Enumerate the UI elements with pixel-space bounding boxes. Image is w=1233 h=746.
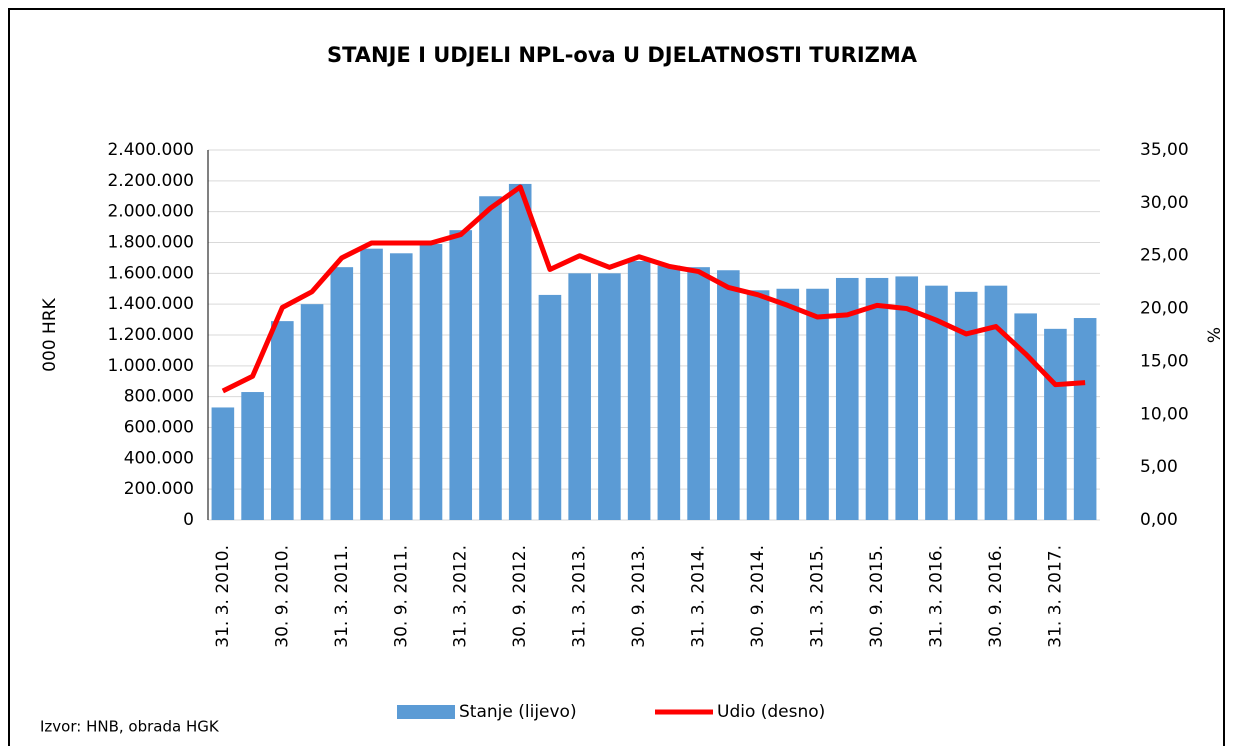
y-tick-label: 1.400.000 xyxy=(107,294,194,314)
y-tick-label: 800.000 xyxy=(124,387,194,407)
y2-tick-label: 20,00 xyxy=(1140,299,1189,319)
bar xyxy=(925,285,948,520)
y2-tick-label: 5,00 xyxy=(1140,457,1178,477)
bar xyxy=(657,265,681,520)
y-axis-label: 000 HRK xyxy=(40,297,60,371)
y-tick-label: 1.200.000 xyxy=(107,325,194,345)
x-tick-label: 30. 9. 2015. xyxy=(867,545,887,648)
bar xyxy=(568,273,591,520)
bar xyxy=(598,273,621,520)
bar xyxy=(895,276,919,520)
y-tick-label: 2.000.000 xyxy=(107,202,194,222)
bar xyxy=(538,294,562,520)
bar xyxy=(627,261,651,520)
chart-title: STANJE I UDJELI NPL-ova U DJELATNOSTI TU… xyxy=(327,43,918,67)
legend-label: Udio (desno) xyxy=(717,702,825,722)
y2-tick-label: 25,00 xyxy=(1140,246,1189,266)
bar xyxy=(835,277,859,520)
legend-label: Stanje (lijevo) xyxy=(459,702,577,722)
x-tick-label: 30. 9. 2013. xyxy=(629,545,649,648)
bar xyxy=(865,277,889,520)
x-tick-label: 30. 9. 2016. xyxy=(986,545,1006,648)
bar xyxy=(211,407,235,520)
x-tick-label: 31. 3. 2010. xyxy=(213,545,233,648)
y-tick-label: 400.000 xyxy=(124,448,194,468)
bar xyxy=(330,267,354,520)
bar xyxy=(479,196,502,520)
bar xyxy=(271,321,294,520)
bar xyxy=(717,270,740,520)
x-tick-label: 31. 3. 2017. xyxy=(1045,545,1065,648)
y2-tick-label: 10,00 xyxy=(1140,404,1189,424)
y-tick-label: 1.000.000 xyxy=(107,356,194,376)
y2-tick-label: 30,00 xyxy=(1140,193,1189,213)
line xyxy=(221,184,1086,394)
bar xyxy=(508,183,532,520)
bar xyxy=(806,288,829,520)
bar xyxy=(1073,318,1097,520)
y-tick-label: 1.800.000 xyxy=(107,233,194,253)
y2-axis-label: % xyxy=(1205,327,1225,343)
y-tick-label: 2.200.000 xyxy=(107,171,194,191)
x-tick-label: 31. 3. 2014. xyxy=(689,545,709,648)
y-tick-label: 0 xyxy=(183,510,194,530)
x-tick-label: 31. 3. 2015. xyxy=(808,545,828,648)
bar xyxy=(746,290,770,520)
x-tick-label: 31. 3. 2011. xyxy=(332,545,352,648)
y2-tick-label: 15,00 xyxy=(1140,351,1189,371)
legend-swatch xyxy=(397,705,455,719)
x-tick-label: 30. 9. 2014. xyxy=(748,545,768,648)
x-tick-label: 30. 9. 2012. xyxy=(510,545,530,648)
y-tick-label: 600.000 xyxy=(124,418,194,438)
source-note: Izvor: HNB, obrada HGK xyxy=(40,718,220,736)
y-tick-label: 2.400.000 xyxy=(107,140,194,160)
x-tick-label: 31. 3. 2012. xyxy=(451,545,471,648)
bar xyxy=(419,244,443,520)
bar xyxy=(776,288,800,520)
bar xyxy=(241,392,264,520)
bar xyxy=(360,248,383,520)
bar xyxy=(1044,328,1067,520)
y-tick-label: 200.000 xyxy=(124,479,194,499)
x-tick-label: 31. 3. 2016. xyxy=(926,545,946,648)
y2-tick-label: 35,00 xyxy=(1140,140,1189,160)
bar xyxy=(954,291,978,520)
x-tick-label: 30. 9. 2011. xyxy=(391,545,411,648)
x-tick-label: 30. 9. 2010. xyxy=(272,545,292,648)
bar xyxy=(449,230,473,520)
bar xyxy=(389,253,413,520)
x-tick-label: 31. 3. 2013. xyxy=(570,545,590,648)
bar xyxy=(984,285,1008,520)
bar xyxy=(300,304,324,520)
bar xyxy=(687,267,710,520)
y-tick-label: 1.600.000 xyxy=(107,263,194,283)
y2-tick-label: 0,00 xyxy=(1140,510,1178,530)
bar xyxy=(1014,313,1037,520)
